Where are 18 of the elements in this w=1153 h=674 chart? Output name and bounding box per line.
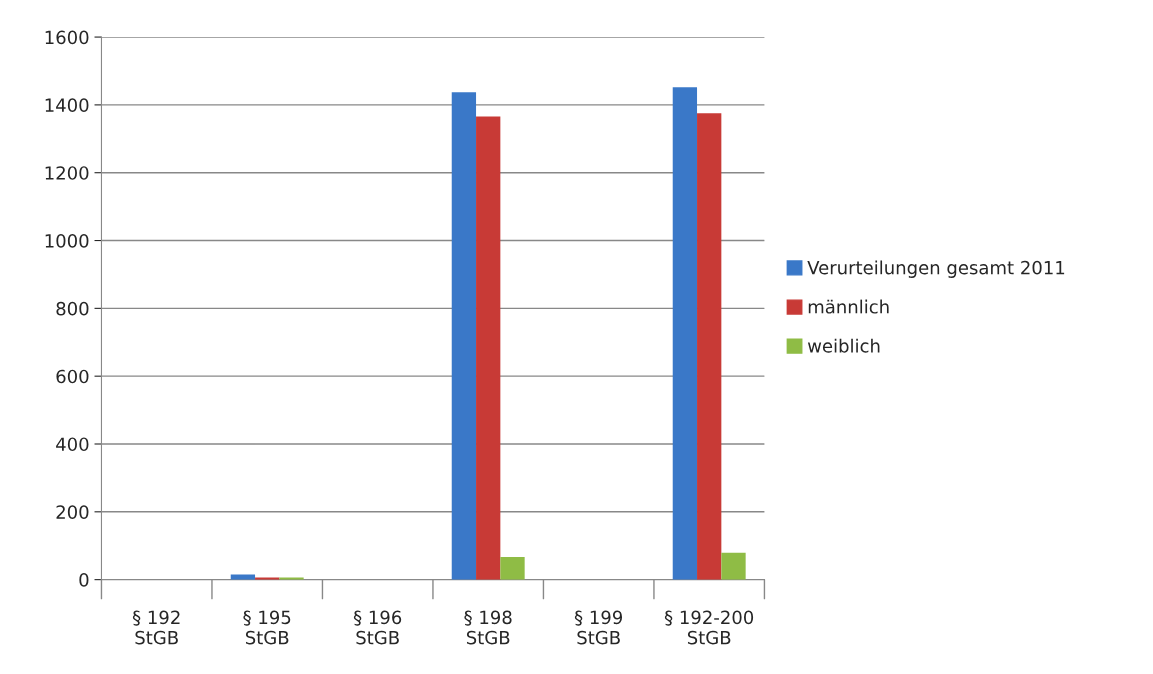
x-tick-label: § 196 StGB	[353, 610, 402, 645]
y-tick-label: 1600	[45, 30, 89, 45]
y-tick-label: 0	[79, 573, 89, 587]
y-tick-label: 800	[56, 301, 89, 316]
y-tick-label: 1200	[45, 166, 89, 180]
x-tick-label: § 192 StGB	[132, 610, 180, 645]
x-tick-label: § 199 StGB	[574, 610, 623, 645]
x-tick-label: § 198 StGB	[464, 610, 512, 645]
y-tick-label: 600	[56, 369, 89, 384]
x-tick-label: § 195 StGB	[243, 610, 291, 645]
legend-label: Verurteilungen gesamt 2011	[807, 260, 1065, 278]
y-tick-label: 1400	[45, 98, 89, 113]
y-tick-label: 400	[56, 437, 89, 452]
legend-label: männlich	[808, 299, 889, 314]
y-tick-label: 200	[56, 505, 89, 519]
y-tick-label: 1000	[45, 233, 89, 248]
legend-label: weiblich	[807, 338, 880, 353]
x-tick-label: § 192-200 StGB	[664, 610, 754, 645]
